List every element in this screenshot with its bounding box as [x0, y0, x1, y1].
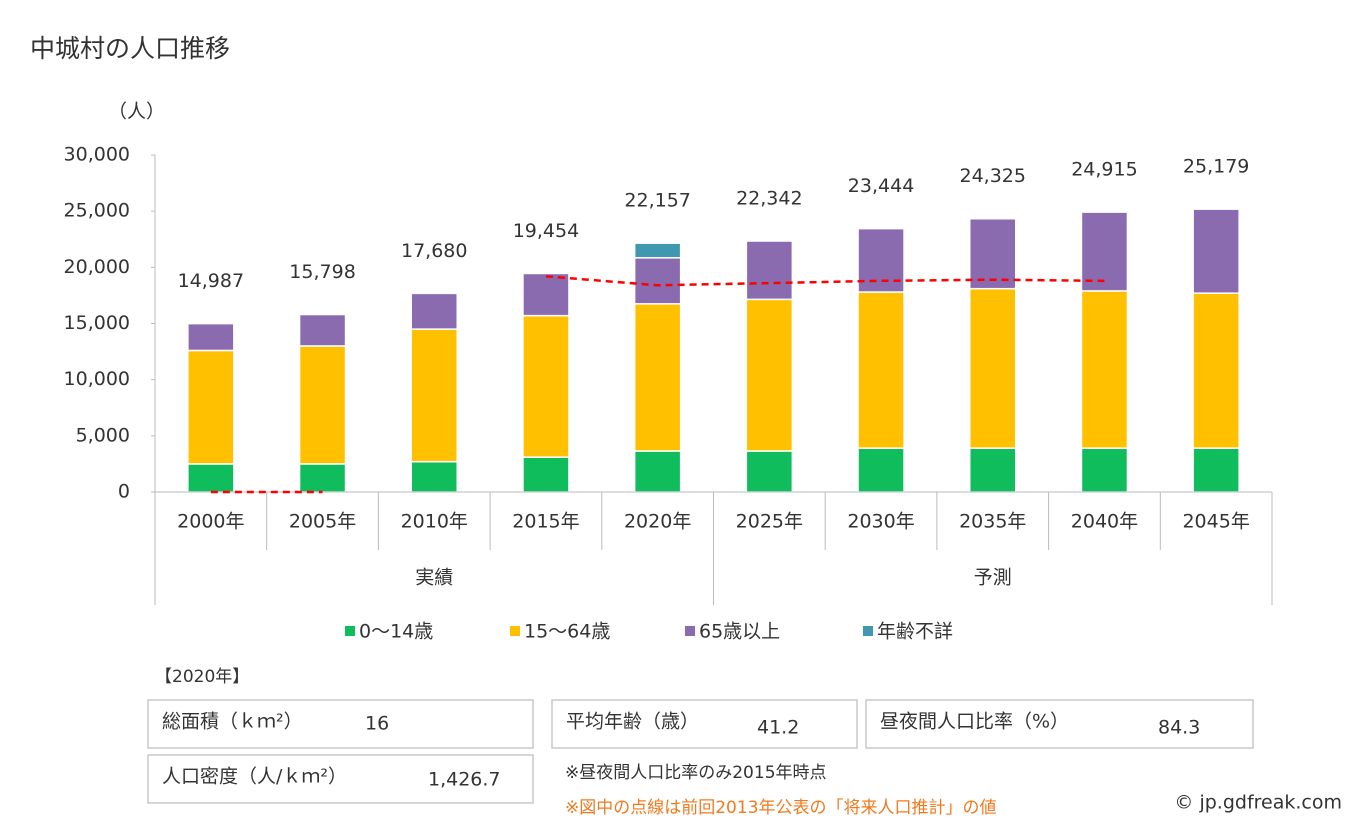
x-tick-label: 2015年: [512, 511, 579, 533]
bar-segment: [298, 463, 347, 493]
note: ※図中の点線は前回2013年公表の「将来人口推計」の値: [565, 798, 997, 818]
bar-segment: [633, 257, 682, 305]
total-label: 25,179: [1183, 156, 1249, 178]
y-axis-label: （人）: [108, 101, 165, 123]
bar-segment: [187, 322, 235, 352]
bar-segment: [522, 272, 570, 317]
y-tick-label: 0: [118, 481, 130, 503]
y-tick-label: 15,000: [64, 312, 130, 334]
total-label: 19,454: [513, 220, 579, 242]
x-tick-label: 2010年: [401, 511, 468, 533]
legend-swatch: [510, 626, 520, 636]
info-value: 84.3: [1158, 717, 1200, 739]
y-tick-label: 30,000: [64, 144, 130, 166]
total-label: 22,342: [736, 188, 802, 210]
info-box: [551, 699, 858, 749]
bar-segment: [1080, 290, 1129, 449]
info-label: 昼夜間人口比率（%）: [880, 711, 1069, 733]
bar-segment: [1192, 292, 1240, 449]
bar-segment: [410, 328, 458, 463]
info-label: 総面積（ｋｍ²）: [162, 711, 303, 733]
x-tick-label: 2045年: [1182, 511, 1249, 533]
bar-segment: [298, 345, 347, 465]
total-label: 24,915: [1071, 159, 1137, 181]
y-tick-label: 10,000: [64, 368, 130, 390]
bar-segment: [298, 313, 347, 347]
total-label: 17,680: [401, 240, 467, 262]
x-tick-label: 2035年: [959, 511, 1026, 533]
bar-segment: [745, 450, 794, 493]
bar-segment: [745, 298, 794, 452]
bar-segment: [633, 450, 682, 493]
bar-segment: [1192, 208, 1240, 294]
bar-segment: [187, 463, 235, 493]
info-value: 16: [365, 713, 389, 735]
bar-segment: [857, 447, 905, 493]
bar-segment: [410, 460, 458, 493]
info-box: [865, 699, 1254, 749]
total-label: 15,798: [289, 261, 355, 283]
bar-segment: [969, 447, 1017, 493]
bar-segment: [1080, 211, 1129, 292]
bar-segment: [857, 227, 905, 293]
y-tick-label: 20,000: [64, 256, 130, 278]
legend-label: 0〜14歳: [359, 621, 433, 643]
info-value: 41.2: [757, 717, 799, 739]
group-label: 実績: [415, 567, 453, 589]
bar-segment: [745, 240, 794, 301]
legend-label: 15〜64歳: [524, 621, 610, 643]
group-label: 予測: [974, 567, 1012, 589]
legend-swatch: [863, 626, 873, 636]
bar-segment: [857, 291, 905, 449]
info-value: 1,426.7: [428, 769, 501, 791]
legend-swatch: [685, 626, 695, 636]
x-tick-label: 2005年: [289, 511, 356, 533]
bar-segment: [522, 456, 570, 493]
legend-swatch: [345, 626, 355, 636]
info-heading: 【2020年】: [155, 667, 249, 687]
info-box: [147, 754, 534, 804]
bar-segment: [633, 242, 682, 259]
previous-estimate-line: [210, 275, 1105, 494]
bar-segment: [187, 349, 235, 465]
chart-title: 中城村の人口推移: [30, 34, 230, 63]
x-tick-label: 2030年: [847, 511, 914, 533]
total-label: 22,157: [624, 190, 690, 212]
note: ※昼夜間人口比率のみ2015年時点: [565, 763, 827, 783]
bar-segment: [1080, 447, 1129, 493]
info-label: 平均年齢（歳）: [566, 711, 699, 733]
bar-segment: [522, 314, 570, 458]
bar-segment: [410, 292, 458, 330]
bar-segment: [1192, 447, 1240, 493]
total-label: 23,444: [848, 175, 914, 197]
info-box: [147, 699, 534, 749]
total-label: 24,325: [960, 165, 1026, 187]
copyright: © jp.gdfreak.com: [1174, 792, 1342, 814]
info-label: 人口密度（人/ｋｍ²）: [162, 766, 347, 788]
x-tick-label: 2025年: [736, 511, 803, 533]
bar-segment: [969, 287, 1017, 449]
legend-label: 65歳以上: [699, 621, 780, 643]
bar-segment: [969, 217, 1017, 290]
y-tick-label: 5,000: [76, 424, 130, 446]
x-tick-label: 2020年: [624, 511, 691, 533]
x-tick-label: 2000年: [177, 511, 244, 533]
y-tick-label: 25,000: [64, 200, 130, 222]
legend-label: 年齢不詳: [877, 621, 953, 643]
x-tick-label: 2040年: [1071, 511, 1138, 533]
total-label: 14,987: [178, 270, 244, 292]
bar-segment: [633, 303, 682, 452]
